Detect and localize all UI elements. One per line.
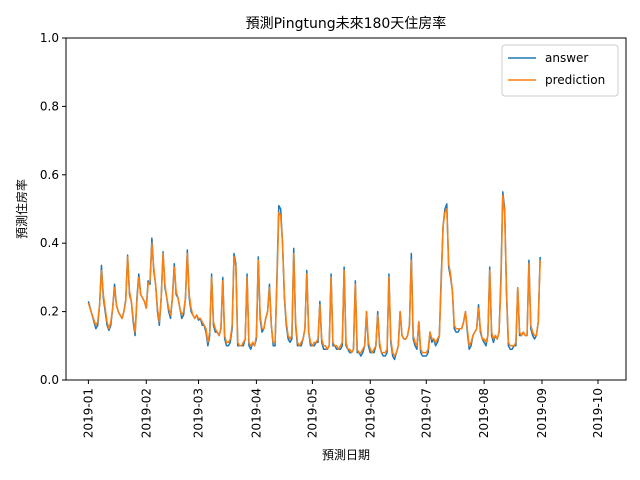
x-tick-label: 2019-09 <box>535 388 549 438</box>
x-axis-label: 預測日期 <box>322 448 370 462</box>
x-tick-label: 2019-04 <box>249 388 263 438</box>
x-tick-label: 2019-08 <box>477 388 491 438</box>
chart-title: 預測Pingtung未來180天住房率 <box>246 15 447 32</box>
series-line-prediction <box>87 194 541 357</box>
x-tick-label: 2019-07 <box>419 388 433 438</box>
legend: answer prediction <box>501 44 619 97</box>
y-tick-label: 0.2 <box>40 305 59 319</box>
y-tick-label: 0.0 <box>40 373 59 387</box>
x-tick-label: 2019-10 <box>591 388 605 438</box>
x-tick-label: 2019-01 <box>81 388 95 438</box>
y-axis: 0.0 0.2 0.4 0.6 0.8 1.0 <box>40 31 66 387</box>
series-layer <box>87 191 541 361</box>
legend-label-answer: answer <box>545 51 588 65</box>
x-tick-label: 2019-03 <box>192 388 206 438</box>
axes-frame <box>65 37 627 381</box>
x-axis: 2019-01 2019-02 2019-03 2019-04 2019-05 2019-… <box>81 380 605 438</box>
y-tick-label: 0.8 <box>40 99 59 113</box>
legend-label-prediction: prediction <box>545 73 605 87</box>
plot-area <box>87 191 541 361</box>
y-tick-label: 0.4 <box>40 236 59 250</box>
x-tick-label: 2019-05 <box>305 388 319 438</box>
y-axis-label: 預測住房率 <box>14 179 29 239</box>
y-tick-label: 1.0 <box>40 31 59 45</box>
y-tick-label: 0.6 <box>40 168 59 182</box>
x-tick-label: 2019-02 <box>139 388 153 438</box>
x-tick-label: 2019-06 <box>363 388 377 438</box>
